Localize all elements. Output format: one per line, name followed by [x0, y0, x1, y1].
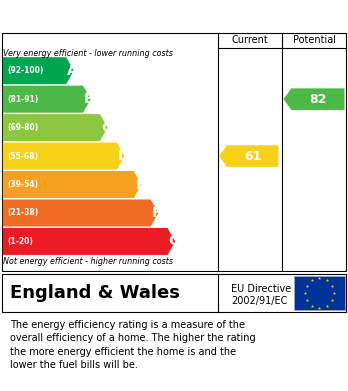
Text: (69-80): (69-80) — [7, 123, 38, 132]
Text: D: D — [117, 149, 129, 163]
Bar — [294, 276, 345, 310]
Text: EU Directive: EU Directive — [231, 284, 292, 294]
Text: Current: Current — [231, 36, 268, 45]
Polygon shape — [3, 143, 125, 170]
Text: G: G — [168, 235, 180, 248]
Polygon shape — [284, 88, 345, 110]
Text: 2002/91/EC: 2002/91/EC — [231, 296, 288, 307]
Text: E: E — [135, 178, 145, 192]
Text: Potential: Potential — [293, 36, 337, 45]
Text: B: B — [84, 92, 95, 106]
Text: 82: 82 — [309, 93, 326, 106]
Polygon shape — [3, 114, 108, 141]
Polygon shape — [3, 199, 158, 226]
Polygon shape — [3, 228, 175, 255]
Text: Energy Efficiency Rating: Energy Efficiency Rating — [10, 7, 239, 25]
Polygon shape — [3, 57, 74, 84]
Text: F: F — [152, 206, 162, 220]
Polygon shape — [219, 145, 278, 167]
Text: (92-100): (92-100) — [7, 66, 44, 75]
Text: (81-91): (81-91) — [7, 95, 38, 104]
Text: (39-54): (39-54) — [7, 180, 38, 189]
Text: England & Wales: England & Wales — [10, 284, 180, 302]
Text: (1-20): (1-20) — [7, 237, 33, 246]
Text: C: C — [101, 120, 111, 135]
Text: (55-68): (55-68) — [7, 152, 38, 161]
Text: Not energy efficient - higher running costs: Not energy efficient - higher running co… — [3, 257, 174, 266]
Text: (21-38): (21-38) — [7, 208, 38, 217]
Polygon shape — [3, 171, 141, 198]
Text: The energy efficiency rating is a measure of the
overall efficiency of a home. T: The energy efficiency rating is a measur… — [10, 320, 256, 370]
Text: Very energy efficient - lower running costs: Very energy efficient - lower running co… — [3, 49, 173, 58]
Text: 61: 61 — [244, 150, 261, 163]
Text: A: A — [67, 64, 78, 78]
Polygon shape — [3, 86, 91, 113]
